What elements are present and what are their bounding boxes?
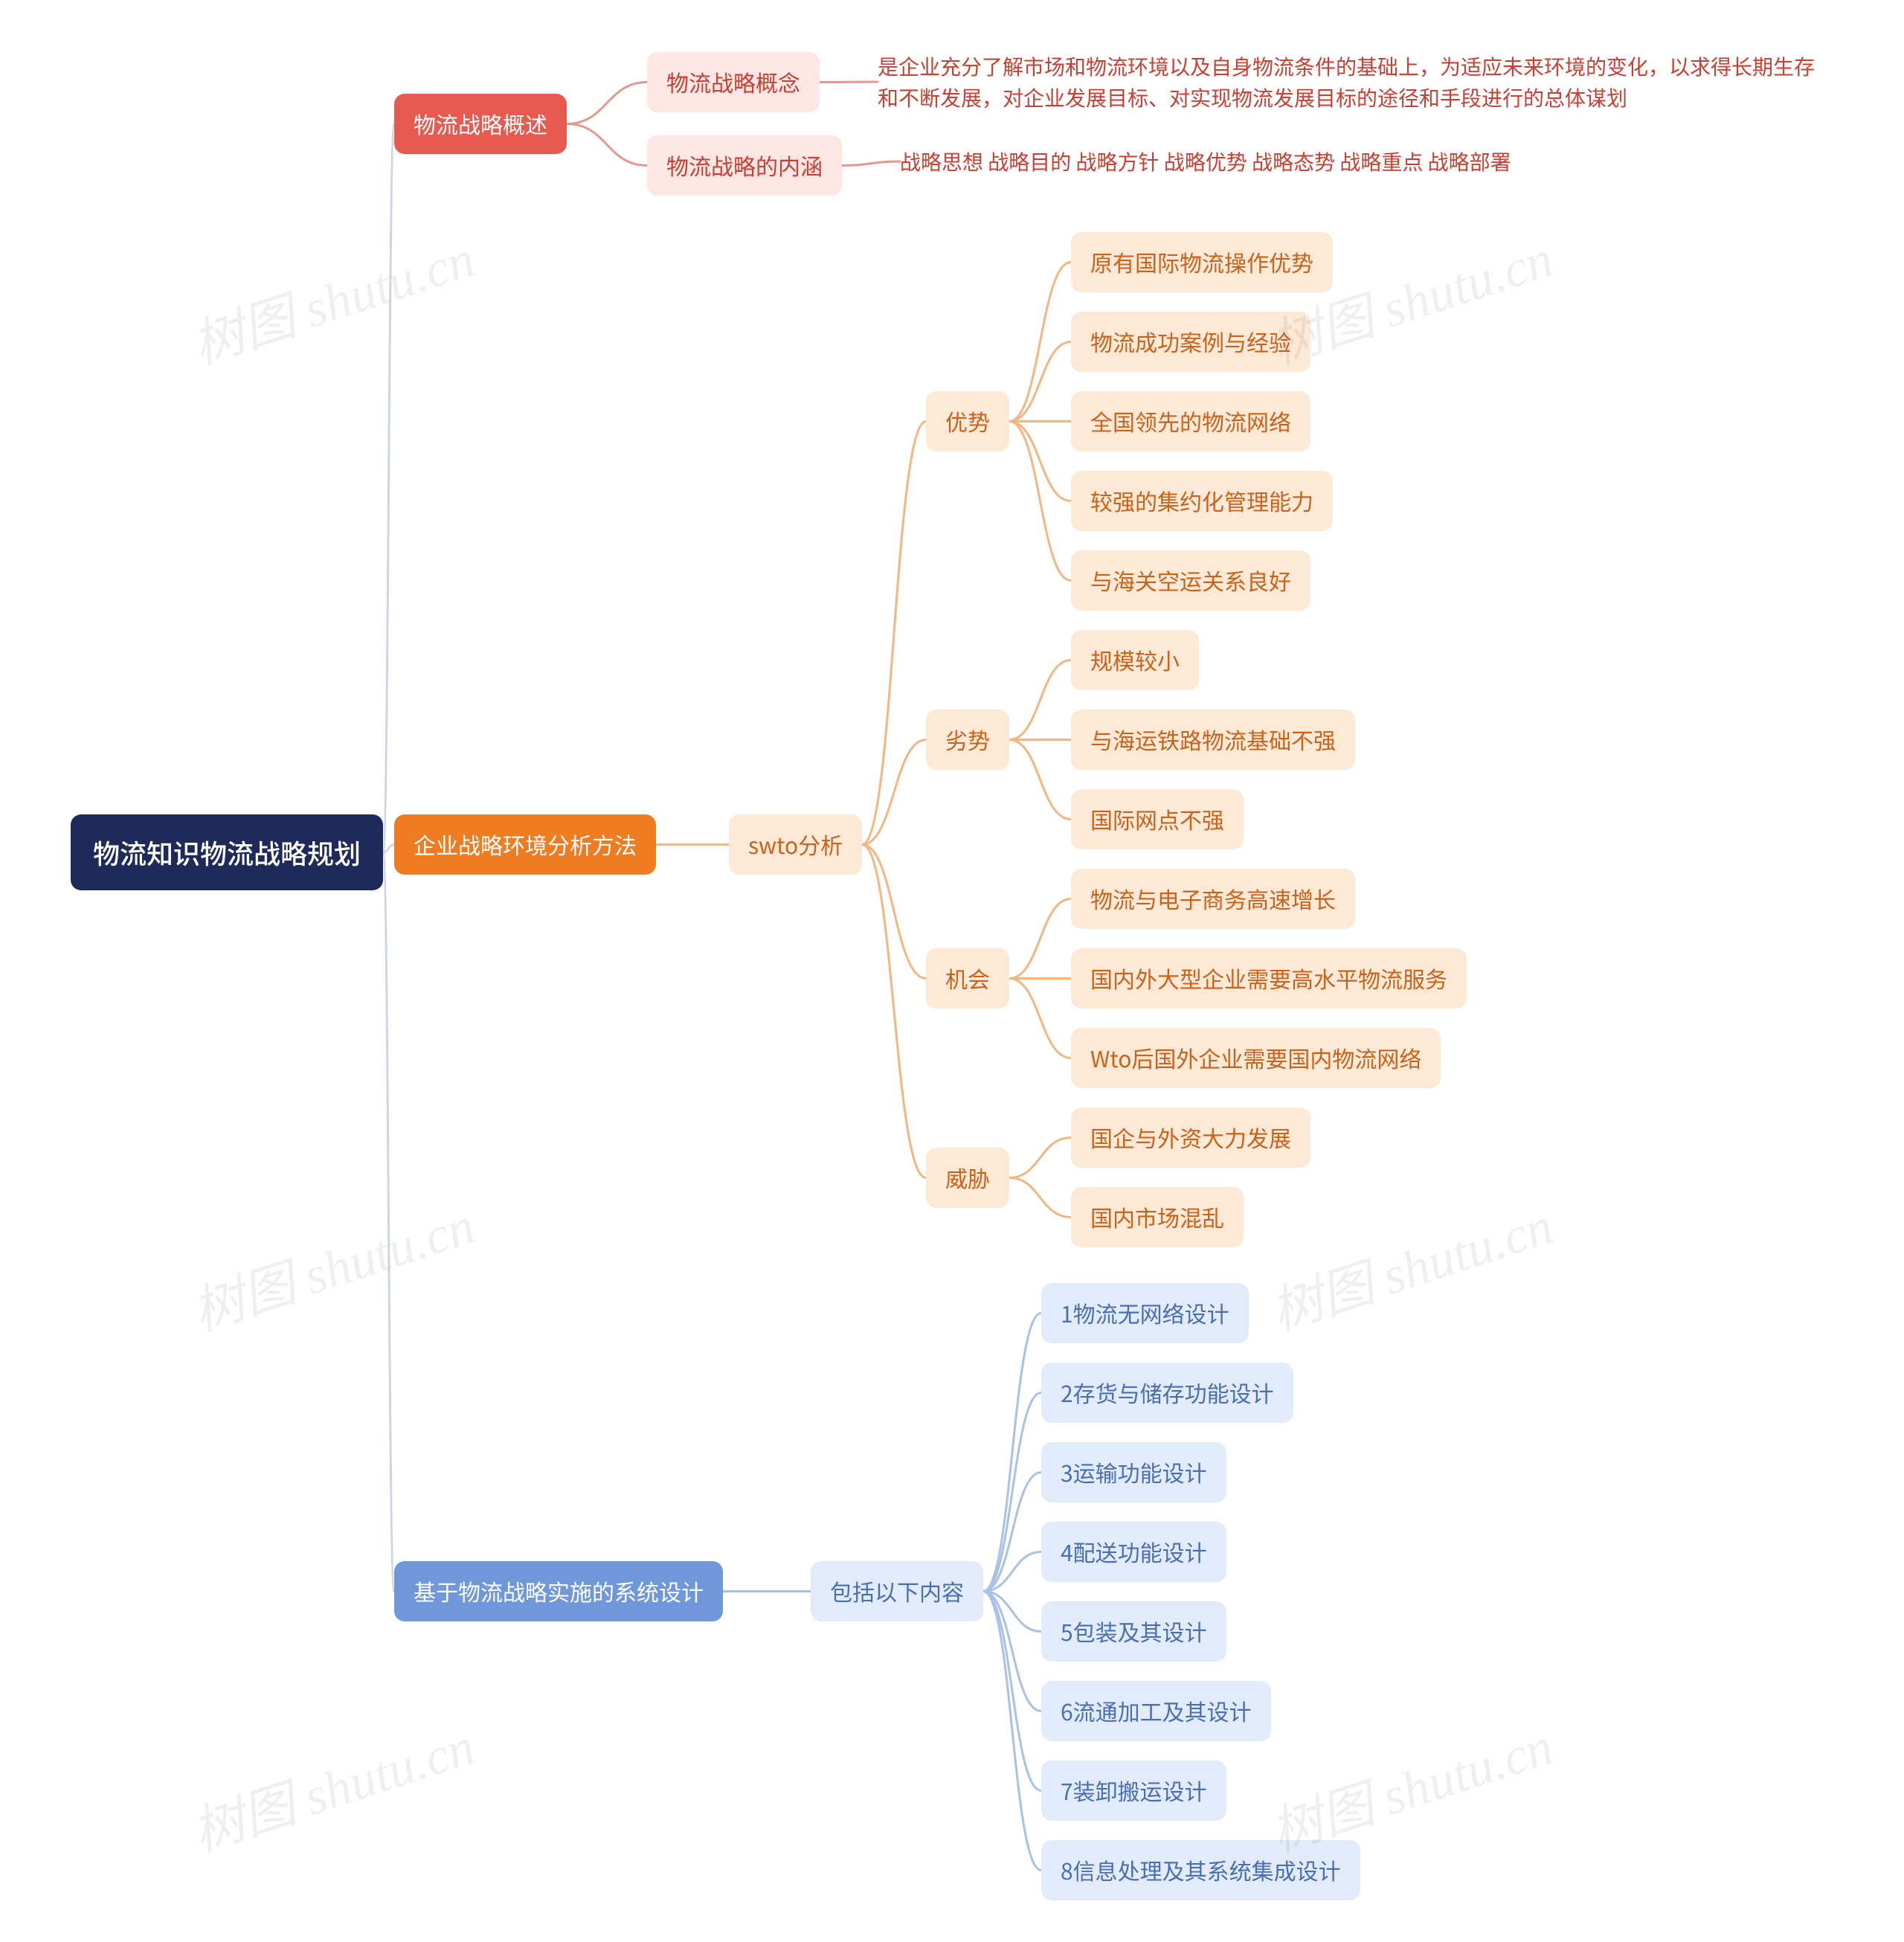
leaf-text: 4配送功能设计	[1061, 1535, 1207, 1568]
leaf-opportunity[interactable]: 国内外大型企业需要高水平物流服务	[1071, 948, 1467, 1009]
leaf-connotation-text: 战略思想 战略目的 战略方针 战略优势 战略态势 战略重点 战略部署	[900, 141, 1511, 181]
leaf-strength[interactable]: 全国领先的物流网络	[1071, 391, 1310, 451]
leaf-text: 国企与外资大力发展	[1090, 1121, 1291, 1154]
leaf-design[interactable]: 6流通加工及其设计	[1041, 1681, 1271, 1741]
branch-overview[interactable]: 物流战略概述	[394, 94, 567, 154]
leaf-text: 原有国际物流操作优势	[1090, 245, 1313, 278]
node-label: 物流战略的内涵	[666, 149, 823, 181]
leaf-text: 国内市场混乱	[1090, 1200, 1224, 1233]
node-threats[interactable]: 威胁	[926, 1148, 1009, 1208]
node-label: 机会	[945, 962, 990, 994]
leaf-concept-text: 是企业充分了解市场和物流环境以及自身物流条件的基础上，为适应未来环境的变化，以求…	[878, 46, 1830, 118]
node-includes[interactable]: 包括以下内容	[811, 1561, 983, 1621]
watermark: 树图 shutu.cn	[181, 1184, 483, 1345]
branch-label: 企业战略环境分析方法	[414, 828, 637, 861]
leaf-text: 3运输功能设计	[1061, 1456, 1207, 1488]
leaf-text: 战略思想 战略目的 战略方针 战略优势 战略态势 战略重点 战略部署	[900, 147, 1511, 176]
leaf-strength[interactable]: 原有国际物流操作优势	[1071, 232, 1333, 292]
leaf-text: 与海运铁路物流基础不强	[1090, 723, 1336, 756]
leaf-text: 物流与电子商务高速增长	[1090, 882, 1336, 915]
node-swot[interactable]: swto分析	[729, 814, 862, 875]
leaf-strength[interactable]: 物流成功案例与经验	[1071, 312, 1310, 372]
node-label: 劣势	[945, 723, 990, 756]
leaf-weakness[interactable]: 规模较小	[1071, 630, 1199, 690]
leaf-text: 8信息处理及其系统集成设计	[1061, 1853, 1341, 1886]
leaf-text: 物流成功案例与经验	[1090, 325, 1291, 358]
watermark: 树图 shutu.cn	[1260, 1184, 1561, 1345]
leaf-text: 较强的集约化管理能力	[1090, 484, 1313, 517]
node-opportunities[interactable]: 机会	[926, 948, 1009, 1009]
leaf-text: 国内外大型企业需要高水平物流服务	[1090, 962, 1447, 994]
branch-env-analysis[interactable]: 企业战略环境分析方法	[394, 814, 656, 875]
node-label: 物流战略概念	[666, 65, 800, 98]
leaf-strength[interactable]: 较强的集约化管理能力	[1071, 471, 1333, 531]
leaf-design[interactable]: 8信息处理及其系统集成设计	[1041, 1840, 1360, 1900]
leaf-opportunity[interactable]: Wto后国外企业需要国内物流网络	[1071, 1028, 1441, 1088]
root-node[interactable]: 物流知识物流战略规划	[71, 814, 383, 890]
branch-label: 基于物流战略实施的系统设计	[414, 1575, 704, 1607]
leaf-threat[interactable]: 国内市场混乱	[1071, 1187, 1244, 1247]
leaf-threat[interactable]: 国企与外资大力发展	[1071, 1107, 1310, 1168]
node-label: 包括以下内容	[830, 1575, 964, 1607]
leaf-text: 全国领先的物流网络	[1090, 405, 1291, 437]
leaf-text: 是企业充分了解市场和物流环境以及自身物流条件的基础上，为适应未来环境的变化，以求…	[878, 51, 1815, 112]
node-weaknesses[interactable]: 劣势	[926, 710, 1009, 770]
node-strengths[interactable]: 优势	[926, 391, 1009, 451]
node-connotation[interactable]: 物流战略的内涵	[647, 135, 842, 196]
node-concept[interactable]: 物流战略概念	[647, 52, 820, 112]
watermark: 树图 shutu.cn	[181, 1705, 483, 1866]
root-label: 物流知识物流战略规划	[93, 833, 361, 872]
leaf-text: 7装卸搬运设计	[1061, 1774, 1207, 1807]
leaf-strength[interactable]: 与海关空运关系良好	[1071, 550, 1310, 611]
watermark: 树图 shutu.cn	[181, 217, 483, 379]
leaf-design[interactable]: 1物流无网络设计	[1041, 1283, 1249, 1343]
leaf-design[interactable]: 7装卸搬运设计	[1041, 1761, 1226, 1821]
leaf-text: Wto后国外企业需要国内物流网络	[1090, 1041, 1421, 1074]
leaf-design[interactable]: 4配送功能设计	[1041, 1522, 1226, 1582]
leaf-opportunity[interactable]: 物流与电子商务高速增长	[1071, 869, 1355, 929]
node-label: swto分析	[748, 828, 843, 861]
leaf-text: 2存货与储存功能设计	[1061, 1376, 1274, 1409]
leaf-text: 国际网点不强	[1090, 803, 1224, 835]
leaf-text: 5包装及其设计	[1061, 1615, 1207, 1647]
node-label: 威胁	[945, 1161, 990, 1194]
leaf-text: 6流通加工及其设计	[1061, 1694, 1252, 1727]
leaf-design[interactable]: 3运输功能设计	[1041, 1442, 1226, 1502]
leaf-weakness[interactable]: 国际网点不强	[1071, 789, 1244, 849]
node-label: 优势	[945, 405, 990, 437]
leaf-text: 1物流无网络设计	[1061, 1296, 1229, 1329]
branch-system-design[interactable]: 基于物流战略实施的系统设计	[394, 1561, 723, 1621]
leaf-weakness[interactable]: 与海运铁路物流基础不强	[1071, 710, 1355, 770]
leaf-design[interactable]: 5包装及其设计	[1041, 1601, 1226, 1662]
branch-label: 物流战略概述	[414, 107, 547, 140]
leaf-text: 与海关空运关系良好	[1090, 564, 1291, 597]
leaf-text: 规模较小	[1090, 643, 1180, 676]
leaf-design[interactable]: 2存货与储存功能设计	[1041, 1363, 1293, 1423]
